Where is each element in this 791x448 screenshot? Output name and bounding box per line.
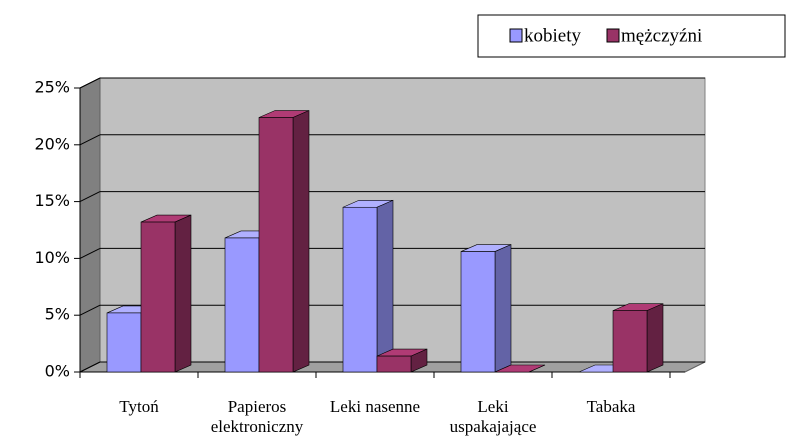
bar-side bbox=[376, 199, 394, 373]
legend-label: mężczyźni bbox=[621, 25, 702, 46]
bar-side bbox=[292, 110, 310, 373]
legend-swatch bbox=[509, 28, 523, 43]
y-tick-label: 25% bbox=[34, 78, 70, 97]
grid-line bbox=[79, 361, 101, 373]
y-tick-label: 10% bbox=[34, 248, 70, 267]
grid-line bbox=[79, 77, 101, 89]
legend-box bbox=[477, 14, 786, 58]
bar bbox=[342, 206, 378, 373]
y-tick-label: 5% bbox=[45, 305, 70, 324]
grid-line bbox=[79, 191, 101, 203]
x-tick-label: Tytoń bbox=[119, 397, 159, 416]
bar-side bbox=[494, 244, 512, 373]
bar bbox=[224, 237, 260, 373]
grid-line bbox=[79, 304, 101, 316]
bar bbox=[460, 251, 496, 373]
legend: kobiety mężczyźni bbox=[477, 14, 786, 58]
y-tick-label: 20% bbox=[34, 134, 70, 153]
legend-label: kobiety bbox=[524, 25, 581, 46]
y-tick-label: 15% bbox=[34, 191, 70, 210]
bar-side bbox=[174, 214, 192, 373]
x-tick-label: Leki uspakajające bbox=[449, 397, 537, 436]
bar-side bbox=[528, 364, 546, 373]
side-wall bbox=[79, 77, 101, 373]
grid-line bbox=[79, 134, 101, 146]
grid-line bbox=[79, 247, 101, 259]
x-tick-label: Papieros elektroniczny bbox=[210, 397, 304, 436]
bar-side bbox=[646, 303, 664, 373]
x-tick-label: Tabaka bbox=[586, 397, 636, 416]
x-tick-label: Leki nasenne bbox=[329, 397, 421, 416]
bar bbox=[258, 117, 294, 373]
bar bbox=[140, 221, 176, 373]
legend-swatch bbox=[606, 28, 620, 43]
bar bbox=[376, 355, 412, 373]
y-tick-label: 0% bbox=[45, 362, 70, 381]
bar bbox=[106, 312, 142, 373]
bar bbox=[612, 310, 648, 373]
